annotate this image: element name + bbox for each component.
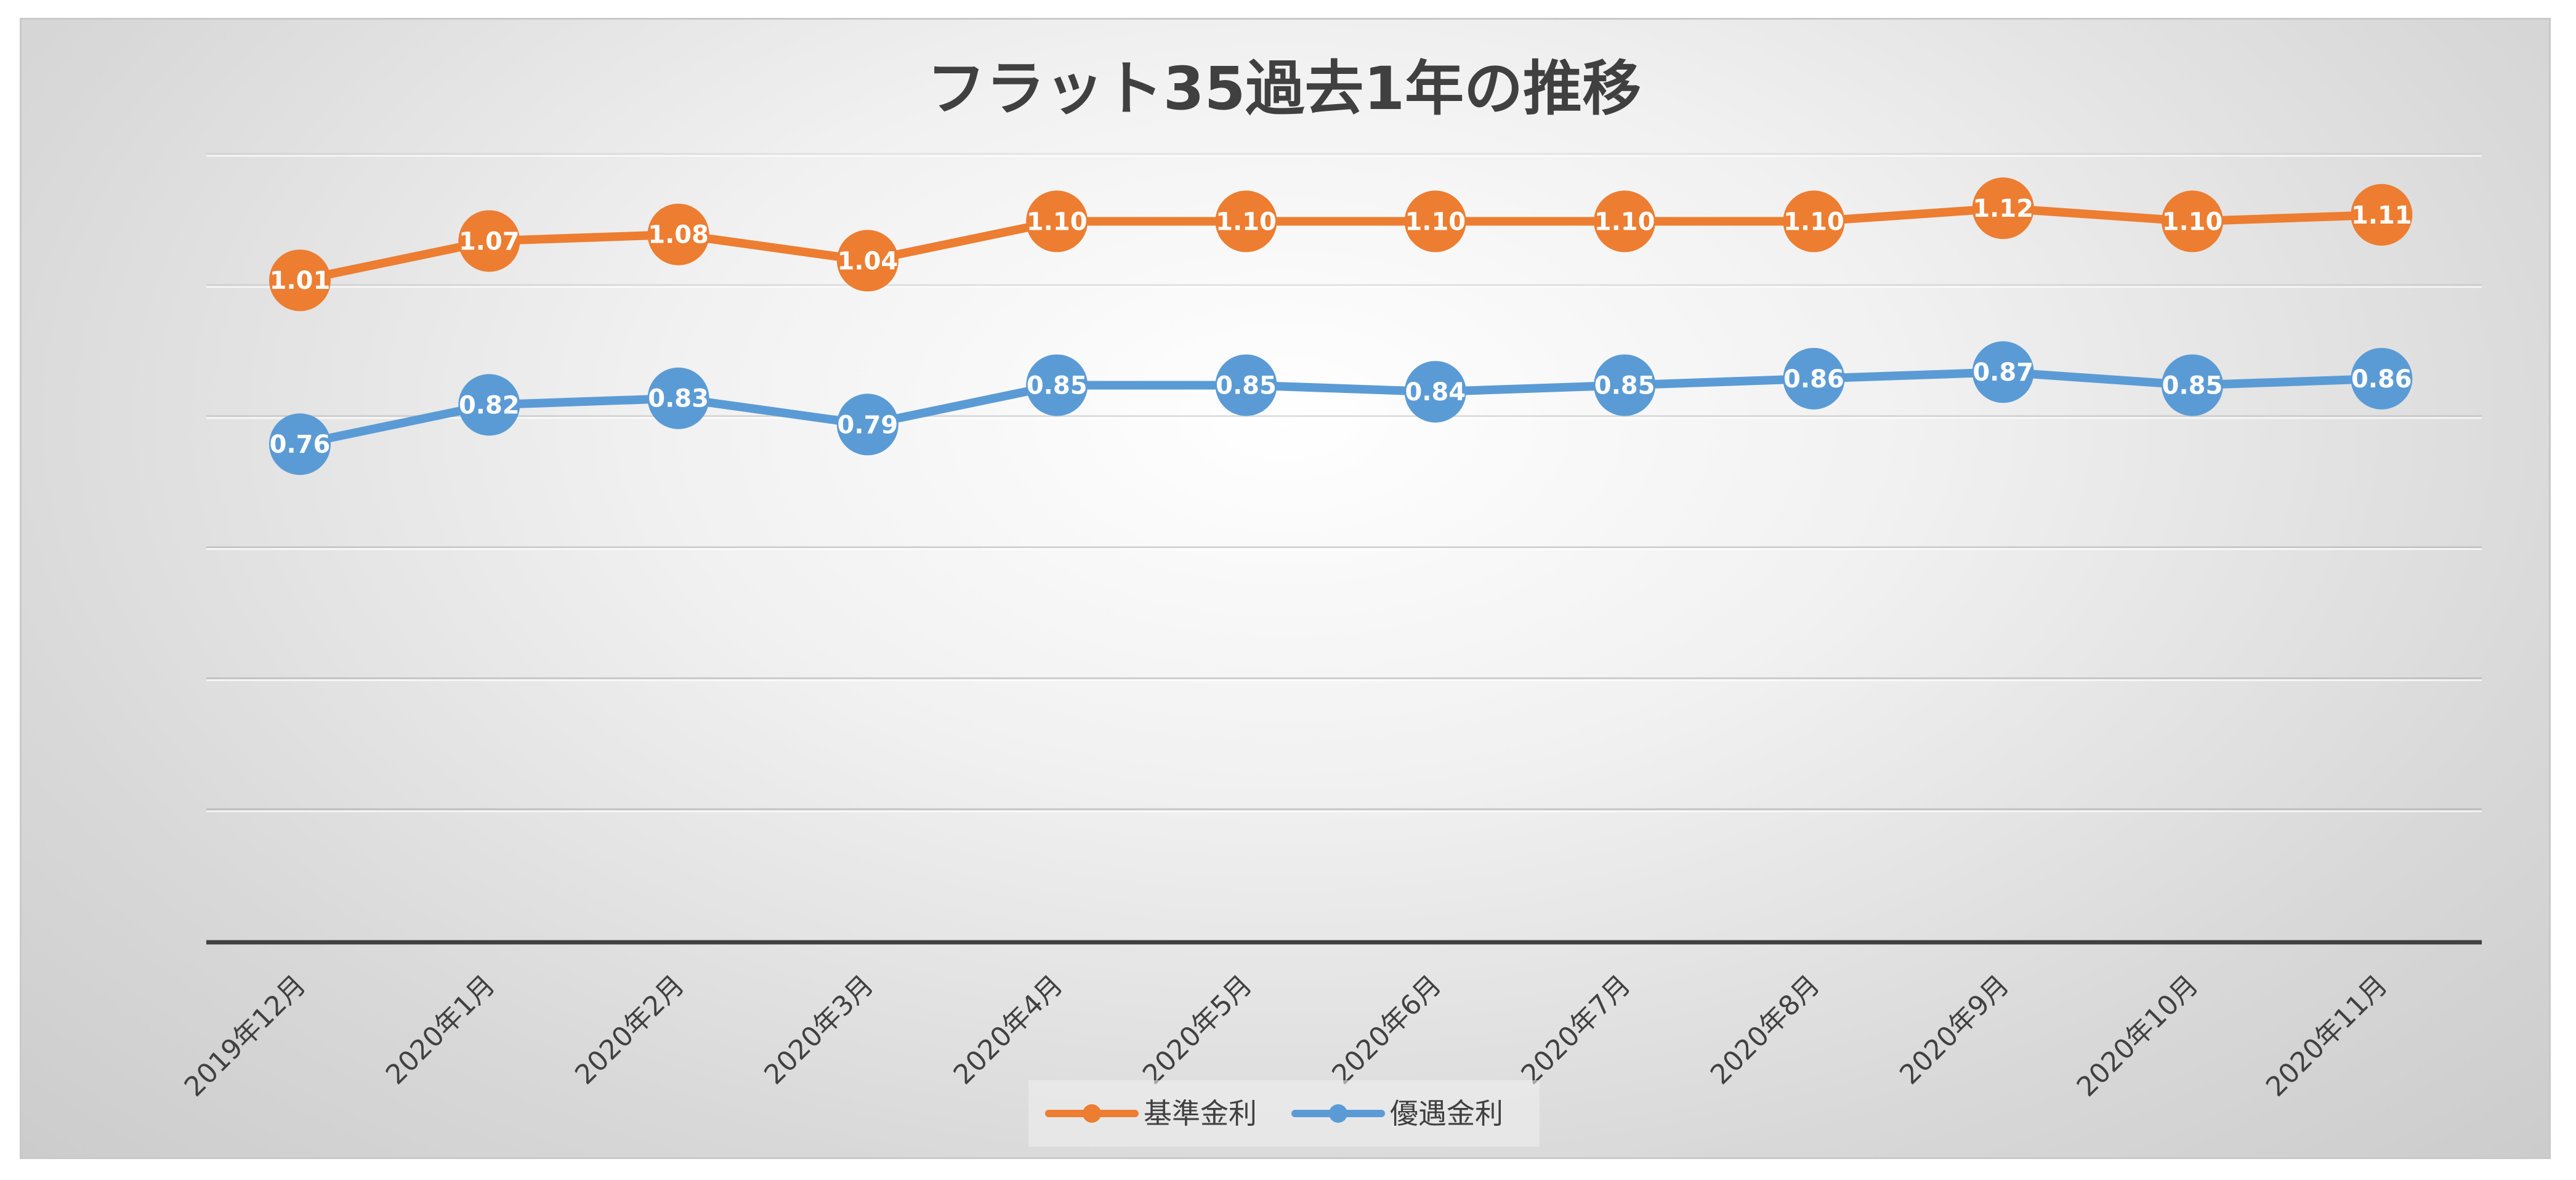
data-label-series-2: 0.86 bbox=[2351, 365, 2412, 394]
x-axis: 2019年12月 2020年1月 2020年2月 2020年3月 2020年4月 2020… bbox=[179, 940, 2482, 1103]
data-label-series-2: 0.85 bbox=[2162, 371, 2223, 400]
data-point-series-2 bbox=[1026, 354, 1088, 416]
data-label-series-2: 0.76 bbox=[270, 430, 331, 459]
data-label-series-1: 1.10 bbox=[1216, 208, 1277, 236]
data-point-series-1 bbox=[2162, 190, 2223, 253]
data-label-series-1: 1.12 bbox=[1972, 195, 2033, 223]
chart-title: フラット35過去1年の推移 bbox=[927, 54, 1641, 123]
legend-marker-series-1 bbox=[1083, 1104, 1101, 1123]
data-point-series-1 bbox=[1404, 190, 1466, 253]
x-tick-label: 2019年12月 bbox=[179, 969, 312, 1103]
data-label-series-1: 1.11 bbox=[2351, 201, 2412, 230]
data-point-series-2 bbox=[2351, 347, 2413, 410]
data-label-series-2: 0.87 bbox=[1972, 358, 2033, 387]
x-tick-label: 2020年8月 bbox=[1705, 969, 1826, 1091]
data-label-series-1: 1.10 bbox=[1594, 208, 1655, 236]
data-point-series-2 bbox=[836, 394, 898, 456]
data-label-series-2: 0.85 bbox=[1216, 371, 1277, 400]
data-point-series-2 bbox=[2162, 354, 2223, 416]
x-tick-label: 2020年10月 bbox=[2071, 969, 2205, 1103]
data-point-series-2 bbox=[458, 374, 520, 436]
data-label-series-1: 1.08 bbox=[648, 221, 709, 249]
x-tick-label: 2020年9月 bbox=[1894, 969, 2015, 1091]
data-label-series-2: 0.86 bbox=[1783, 365, 1844, 394]
data-point-series-2 bbox=[1404, 361, 1466, 423]
data-point-series-1 bbox=[1215, 190, 1277, 253]
legend-label-series-1: 基準金利 bbox=[1144, 1097, 1257, 1130]
x-tick-label: 2020年1月 bbox=[380, 969, 501, 1091]
x-tick-label: 2020年3月 bbox=[758, 969, 879, 1091]
data-point-series-2 bbox=[1783, 347, 1845, 410]
data-label-series-2: 0.85 bbox=[1594, 371, 1655, 400]
data-label-series-1: 1.10 bbox=[1405, 208, 1466, 236]
x-tick-label: 2020年4月 bbox=[948, 969, 1069, 1091]
x-tick-label: 2020年11月 bbox=[2260, 969, 2394, 1103]
series-line-2 bbox=[296, 368, 2386, 449]
gridlines bbox=[206, 153, 2482, 812]
data-point-series-1 bbox=[1594, 190, 1656, 253]
line-chart: フラット35過去1年の推移 2019年12月 2020年1月 2020年2月 2020… bbox=[179, 54, 2482, 1147]
data-label-series-1: 1.04 bbox=[838, 247, 898, 275]
data-label-series-2: 0.79 bbox=[838, 411, 898, 439]
legend-label-series-2: 優遇金利 bbox=[1390, 1097, 1503, 1130]
chart-area: フラット35過去1年の推移 2019年12月 2020年1月 2020年2月 2020… bbox=[20, 18, 2551, 1159]
legend-item-series-1: 基準金利 bbox=[1045, 1097, 1257, 1130]
data-labels: 1.01 1.07 1.08 1.04 1.10 1.10 1.10 1.10 1.10 1.12… bbox=[270, 195, 2412, 459]
data-point-series-1 bbox=[2351, 184, 2413, 246]
data-point-series-1 bbox=[1972, 177, 2034, 240]
data-point-series-2 bbox=[1594, 354, 1656, 416]
data-label-series-2: 0.84 bbox=[1405, 378, 1466, 406]
data-label-series-2: 0.82 bbox=[459, 391, 520, 419]
data-label-series-2: 0.85 bbox=[1027, 371, 1088, 400]
series-line-1 bbox=[296, 204, 2386, 285]
data-point-series-1 bbox=[458, 210, 520, 272]
x-tick-label: 2020年6月 bbox=[1326, 969, 1447, 1091]
legend: 基準金利 優遇金利 bbox=[1028, 1080, 1540, 1147]
data-point-series-2 bbox=[1972, 341, 2034, 403]
data-point-series-1 bbox=[1026, 190, 1088, 253]
x-tick-label: 2020年2月 bbox=[569, 969, 690, 1091]
series-layer bbox=[269, 177, 2413, 475]
data-point-series-1 bbox=[269, 249, 331, 312]
data-point-series-1 bbox=[1783, 190, 1845, 253]
legend-marker-series-2 bbox=[1329, 1104, 1347, 1123]
legend-item-series-2: 優遇金利 bbox=[1291, 1097, 1503, 1130]
data-label-series-1: 1.10 bbox=[1783, 208, 1844, 236]
data-point-series-2 bbox=[1215, 354, 1277, 416]
data-label-series-1: 1.10 bbox=[2162, 208, 2223, 236]
data-point-series-2 bbox=[647, 367, 709, 429]
data-point-series-2 bbox=[269, 413, 331, 475]
data-point-series-1 bbox=[647, 203, 709, 265]
x-tick-label: 2020年7月 bbox=[1516, 969, 1637, 1091]
data-point-series-1 bbox=[836, 230, 898, 292]
data-label-series-1: 1.07 bbox=[459, 227, 520, 256]
data-label-series-2: 0.83 bbox=[648, 385, 709, 413]
data-label-series-1: 1.01 bbox=[270, 267, 331, 295]
x-tick-label: 2020年5月 bbox=[1137, 969, 1258, 1091]
data-label-series-1: 1.10 bbox=[1027, 208, 1088, 236]
